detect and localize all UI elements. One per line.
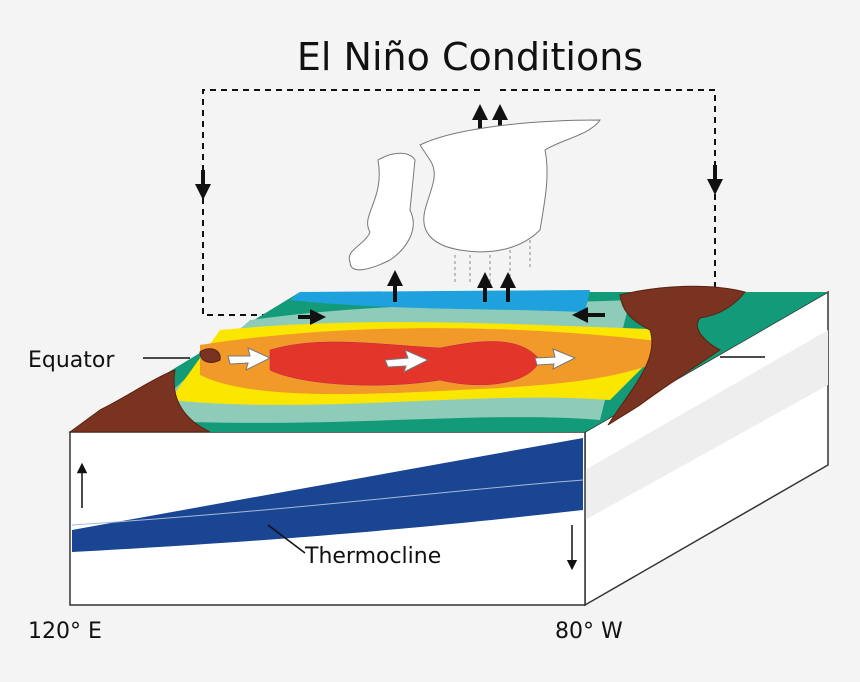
side-shade: [585, 330, 828, 520]
thermocline-band: [72, 438, 583, 552]
thermocline-pointer: [267, 524, 306, 554]
east-label: 80° W: [555, 619, 623, 644]
surface-flow-arrows: [298, 270, 605, 325]
thermocline-label: Thermocline: [304, 544, 441, 569]
west-label: 120° E: [28, 619, 102, 644]
thermocline-line: [71, 479, 584, 526]
land: [68, 285, 746, 433]
equator-label: Equator: [28, 348, 115, 373]
title: El Niño Conditions: [297, 35, 643, 79]
wind-arrows: [227, 347, 577, 373]
ocean-surface: [70, 290, 828, 432]
clouds: [348, 119, 601, 285]
